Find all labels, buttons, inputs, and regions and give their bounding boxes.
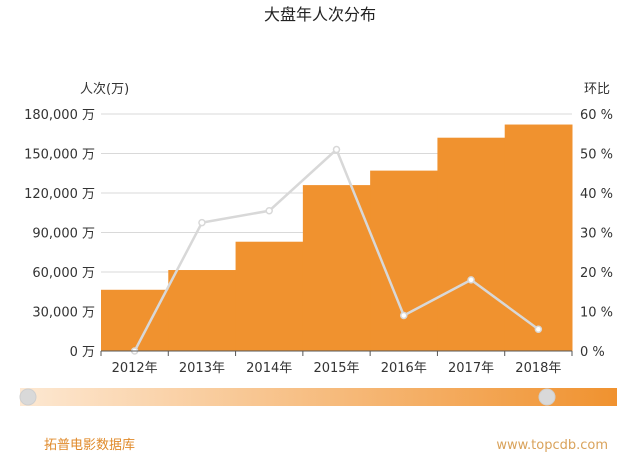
left-tick-label: 90,000 万 bbox=[32, 227, 95, 242]
data-point bbox=[400, 311, 408, 320]
x-axis: 2012年 2013年 2014年 2015年 2016年 2017年 2018年 bbox=[100, 350, 573, 376]
website-watermark: www.topcdb.com bbox=[496, 438, 608, 453]
slider-handle-right[interactable] bbox=[538, 388, 556, 406]
bar bbox=[235, 241, 304, 351]
bar bbox=[504, 124, 573, 352]
right-tick-label: 30 % bbox=[580, 227, 613, 242]
bar bbox=[302, 185, 371, 351]
left-tick-label: 60,000 万 bbox=[32, 266, 95, 281]
x-tick-label: 2016年 bbox=[381, 361, 427, 376]
slider-track[interactable] bbox=[20, 388, 617, 406]
x-tick-label: 2012年 bbox=[112, 361, 158, 376]
data-point bbox=[332, 145, 341, 154]
right-tick-label: 60 % bbox=[580, 108, 613, 123]
x-tick-label: 2013年 bbox=[179, 361, 225, 376]
chart-title: 大盘年人次分布 bbox=[264, 5, 376, 24]
left-tick-label: 0 万 bbox=[70, 345, 95, 360]
visitors-area-series bbox=[101, 124, 573, 352]
slider-handle-left[interactable] bbox=[19, 388, 37, 406]
data-source-label: 拓普电影数据库 bbox=[44, 437, 135, 453]
x-tick-label: 2017年 bbox=[448, 361, 494, 376]
right-tick-label: 50 % bbox=[580, 148, 613, 163]
x-tick-label: 2018年 bbox=[515, 361, 561, 376]
data-point bbox=[534, 325, 543, 334]
bar bbox=[101, 289, 169, 351]
bar bbox=[437, 137, 506, 351]
right-tick-label: 10 % bbox=[580, 306, 613, 321]
left-tick-label: 120,000 万 bbox=[24, 187, 95, 202]
left-axis: 0 万 30,000 万 60,000 万 90,000 万 120,000 万 150,… bbox=[24, 108, 95, 360]
data-point bbox=[265, 207, 273, 215]
x-tick-label: 2015年 bbox=[313, 361, 359, 376]
right-axis-title: 环比 bbox=[584, 82, 610, 97]
x-tick-label: 2014年 bbox=[246, 361, 292, 376]
growth-line-series bbox=[130, 145, 543, 355]
right-tick-label: 20 % bbox=[580, 266, 613, 281]
right-tick-label: 40 % bbox=[580, 187, 613, 202]
bar bbox=[168, 270, 237, 351]
range-slider[interactable] bbox=[19, 388, 617, 406]
data-point bbox=[198, 218, 206, 227]
left-tick-label: 150,000 万 bbox=[24, 148, 95, 163]
right-tick-label: 0 % bbox=[580, 345, 605, 360]
right-axis: 0 % 10 % 20 % 30 % 40 % 50 % 60 % bbox=[580, 108, 613, 360]
left-tick-label: 180,000 万 bbox=[24, 108, 95, 123]
left-tick-label: 30,000 万 bbox=[32, 306, 95, 321]
data-point bbox=[467, 276, 475, 284]
left-axis-title: 人次(万) bbox=[80, 81, 129, 97]
